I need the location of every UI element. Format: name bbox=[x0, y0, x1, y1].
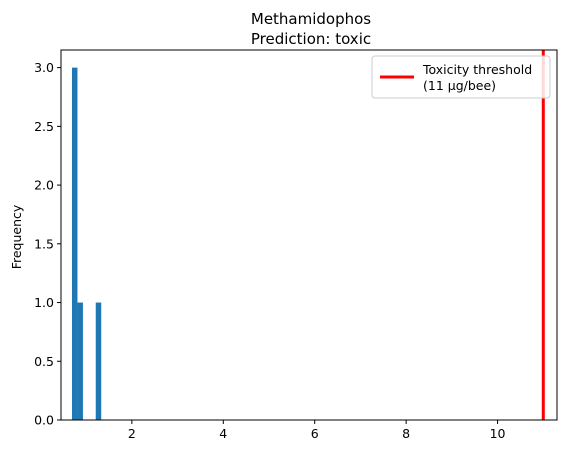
x-tick-label: 2 bbox=[128, 426, 136, 441]
legend-label-line2: (11 µg/bee) bbox=[423, 78, 496, 93]
histogram-bar bbox=[96, 303, 101, 420]
y-tick-label: 1.0 bbox=[34, 295, 54, 310]
plot-area bbox=[72, 50, 543, 420]
y-tick-label: 0.0 bbox=[34, 413, 54, 428]
y-tick-label: 1.5 bbox=[34, 236, 54, 251]
x-tick-label: 6 bbox=[311, 426, 319, 441]
x-tick-label: 8 bbox=[402, 426, 410, 441]
legend-label-line1: Toxicity threshold bbox=[422, 62, 532, 77]
axes-frame bbox=[61, 50, 557, 420]
x-tick-label: 10 bbox=[490, 426, 506, 441]
y-tick-label: 2.5 bbox=[34, 119, 54, 134]
histogram-bar bbox=[72, 68, 77, 420]
legend: Toxicity threshold (11 µg/bee) bbox=[372, 56, 550, 98]
chart-title: Methamidophos bbox=[251, 10, 371, 28]
y-tick-label: 3.0 bbox=[34, 60, 54, 75]
x-tick-label: 4 bbox=[219, 426, 227, 441]
axes: 2 4 6 8 10 0.0 0.5 1.0 1.5 2.0 2.5 3.0 bbox=[34, 50, 557, 441]
y-axis-label: Frequency bbox=[9, 204, 24, 269]
chart-subtitle: Prediction: toxic bbox=[251, 30, 371, 48]
histogram-bar bbox=[77, 303, 82, 420]
y-tick-label: 2.0 bbox=[34, 178, 54, 193]
y-tick-label: 0.5 bbox=[34, 354, 54, 369]
